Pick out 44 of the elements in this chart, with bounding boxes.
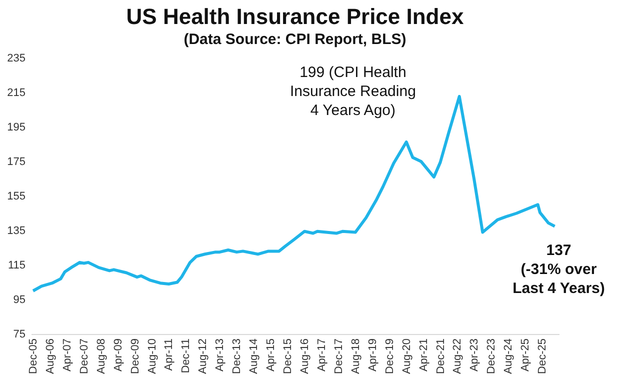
x-tick-label: Dec-05	[28, 338, 40, 374]
x-tick-label: Dec-15	[282, 338, 294, 374]
x-tick-label: Aug-16	[299, 338, 312, 374]
x-tick-label: Apr-11	[163, 338, 176, 371]
y-tick-label: 95	[13, 294, 26, 306]
x-tick-label: Dec-17	[332, 338, 345, 374]
x-tick-label: Apr-13	[214, 338, 226, 372]
x-tick-label: Apr-21	[418, 338, 430, 372]
x-tick-label: Aug-22	[452, 338, 464, 374]
annotation: 137 (-31% over Last 4 Years)	[512, 242, 605, 298]
x-tick-label: Apr-23	[468, 338, 481, 372]
x-tick-label: Apr-17	[316, 338, 328, 372]
x-tick-label: Dec-21	[434, 338, 447, 374]
y-tick-label: 135	[7, 225, 26, 237]
annotation: 199 (CPI Health Insurance Reading 4 Years Ago)	[290, 64, 416, 120]
x-tick-label: Apr-07	[61, 338, 74, 372]
x-tick-label: Dec-23	[486, 338, 498, 374]
x-tick-label: Aug-20	[400, 338, 413, 374]
x-tick-label: Aug-24	[502, 338, 515, 374]
x-tick-label: Aug-12	[197, 338, 210, 374]
x-tick-label: Dec-07	[78, 338, 90, 374]
x-tick-label: Dec-11	[180, 338, 192, 374]
chart-title: US Health Insurance Price Index	[126, 4, 464, 29]
x-tick-label: Dec-19	[384, 338, 396, 374]
y-tick-label: 75	[13, 328, 26, 340]
x-tick-label: Apr-19	[366, 338, 379, 372]
x-tick-label: Dec-25	[536, 338, 549, 374]
y-tick-label: 175	[7, 156, 26, 168]
y-tick-label: 115	[8, 260, 26, 272]
chart-subtitle: (Data Source: CPI Report, BLS)	[184, 31, 406, 48]
x-tick-label: Aug-10	[146, 338, 158, 374]
x-tick-label: Aug-18	[350, 338, 362, 374]
y-tick-label: 215	[7, 87, 26, 99]
x-tick-label: Dec-09	[129, 338, 142, 374]
x-tick-label: Apr-25	[520, 338, 532, 372]
x-tick-label: Aug-08	[95, 338, 108, 374]
x-tick-label: Apr-15	[265, 338, 278, 372]
y-tick-label: 235	[7, 52, 26, 64]
x-tick-label: Aug-14	[248, 338, 260, 374]
x-tick-label: Aug-06	[44, 338, 57, 374]
x-tick-label: Apr-09	[112, 338, 124, 372]
x-tick-label: Dec-13	[231, 338, 244, 374]
y-tick-label: 195	[7, 122, 26, 134]
y-tick-label: 155	[7, 190, 26, 202]
